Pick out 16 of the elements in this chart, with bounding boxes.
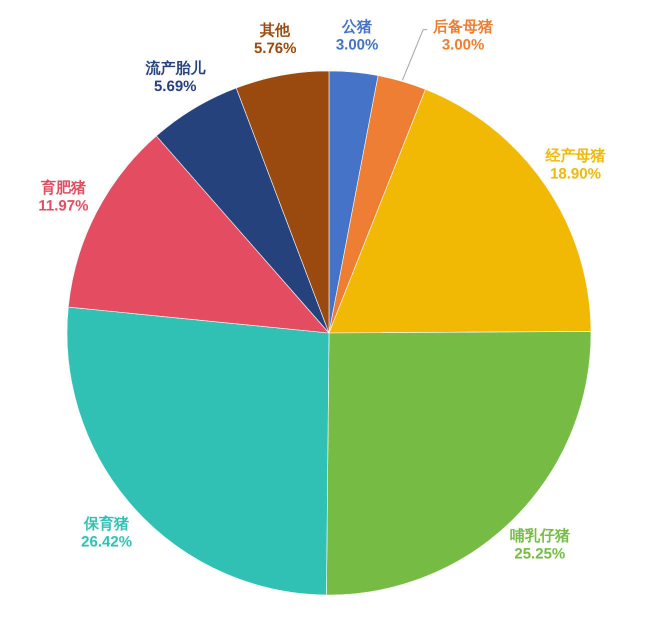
data-label: 26.42% [81, 533, 132, 550]
slice-label: 公猪 [341, 18, 372, 36]
slice-label: 其他 [259, 22, 292, 40]
slice-label: 育肥猪 [40, 178, 86, 196]
slice-label: 经产母猪 [544, 147, 606, 164]
slice-label: 流产胎儿 [144, 58, 206, 77]
data-label: 11.97% [38, 197, 88, 214]
data-label: 3.00% [442, 36, 484, 54]
data-label: 5.76% [254, 40, 297, 58]
data-label: 18.90% [550, 165, 601, 182]
slice-label: 哺乳仔猪 [510, 528, 570, 545]
slice-label: 后备母猪 [432, 18, 494, 36]
data-label: 25.25% [514, 546, 566, 563]
data-label: 5.69% [154, 78, 197, 95]
data-label: 3.00% [336, 36, 378, 54]
slice-label: 保育猪 [83, 514, 130, 532]
